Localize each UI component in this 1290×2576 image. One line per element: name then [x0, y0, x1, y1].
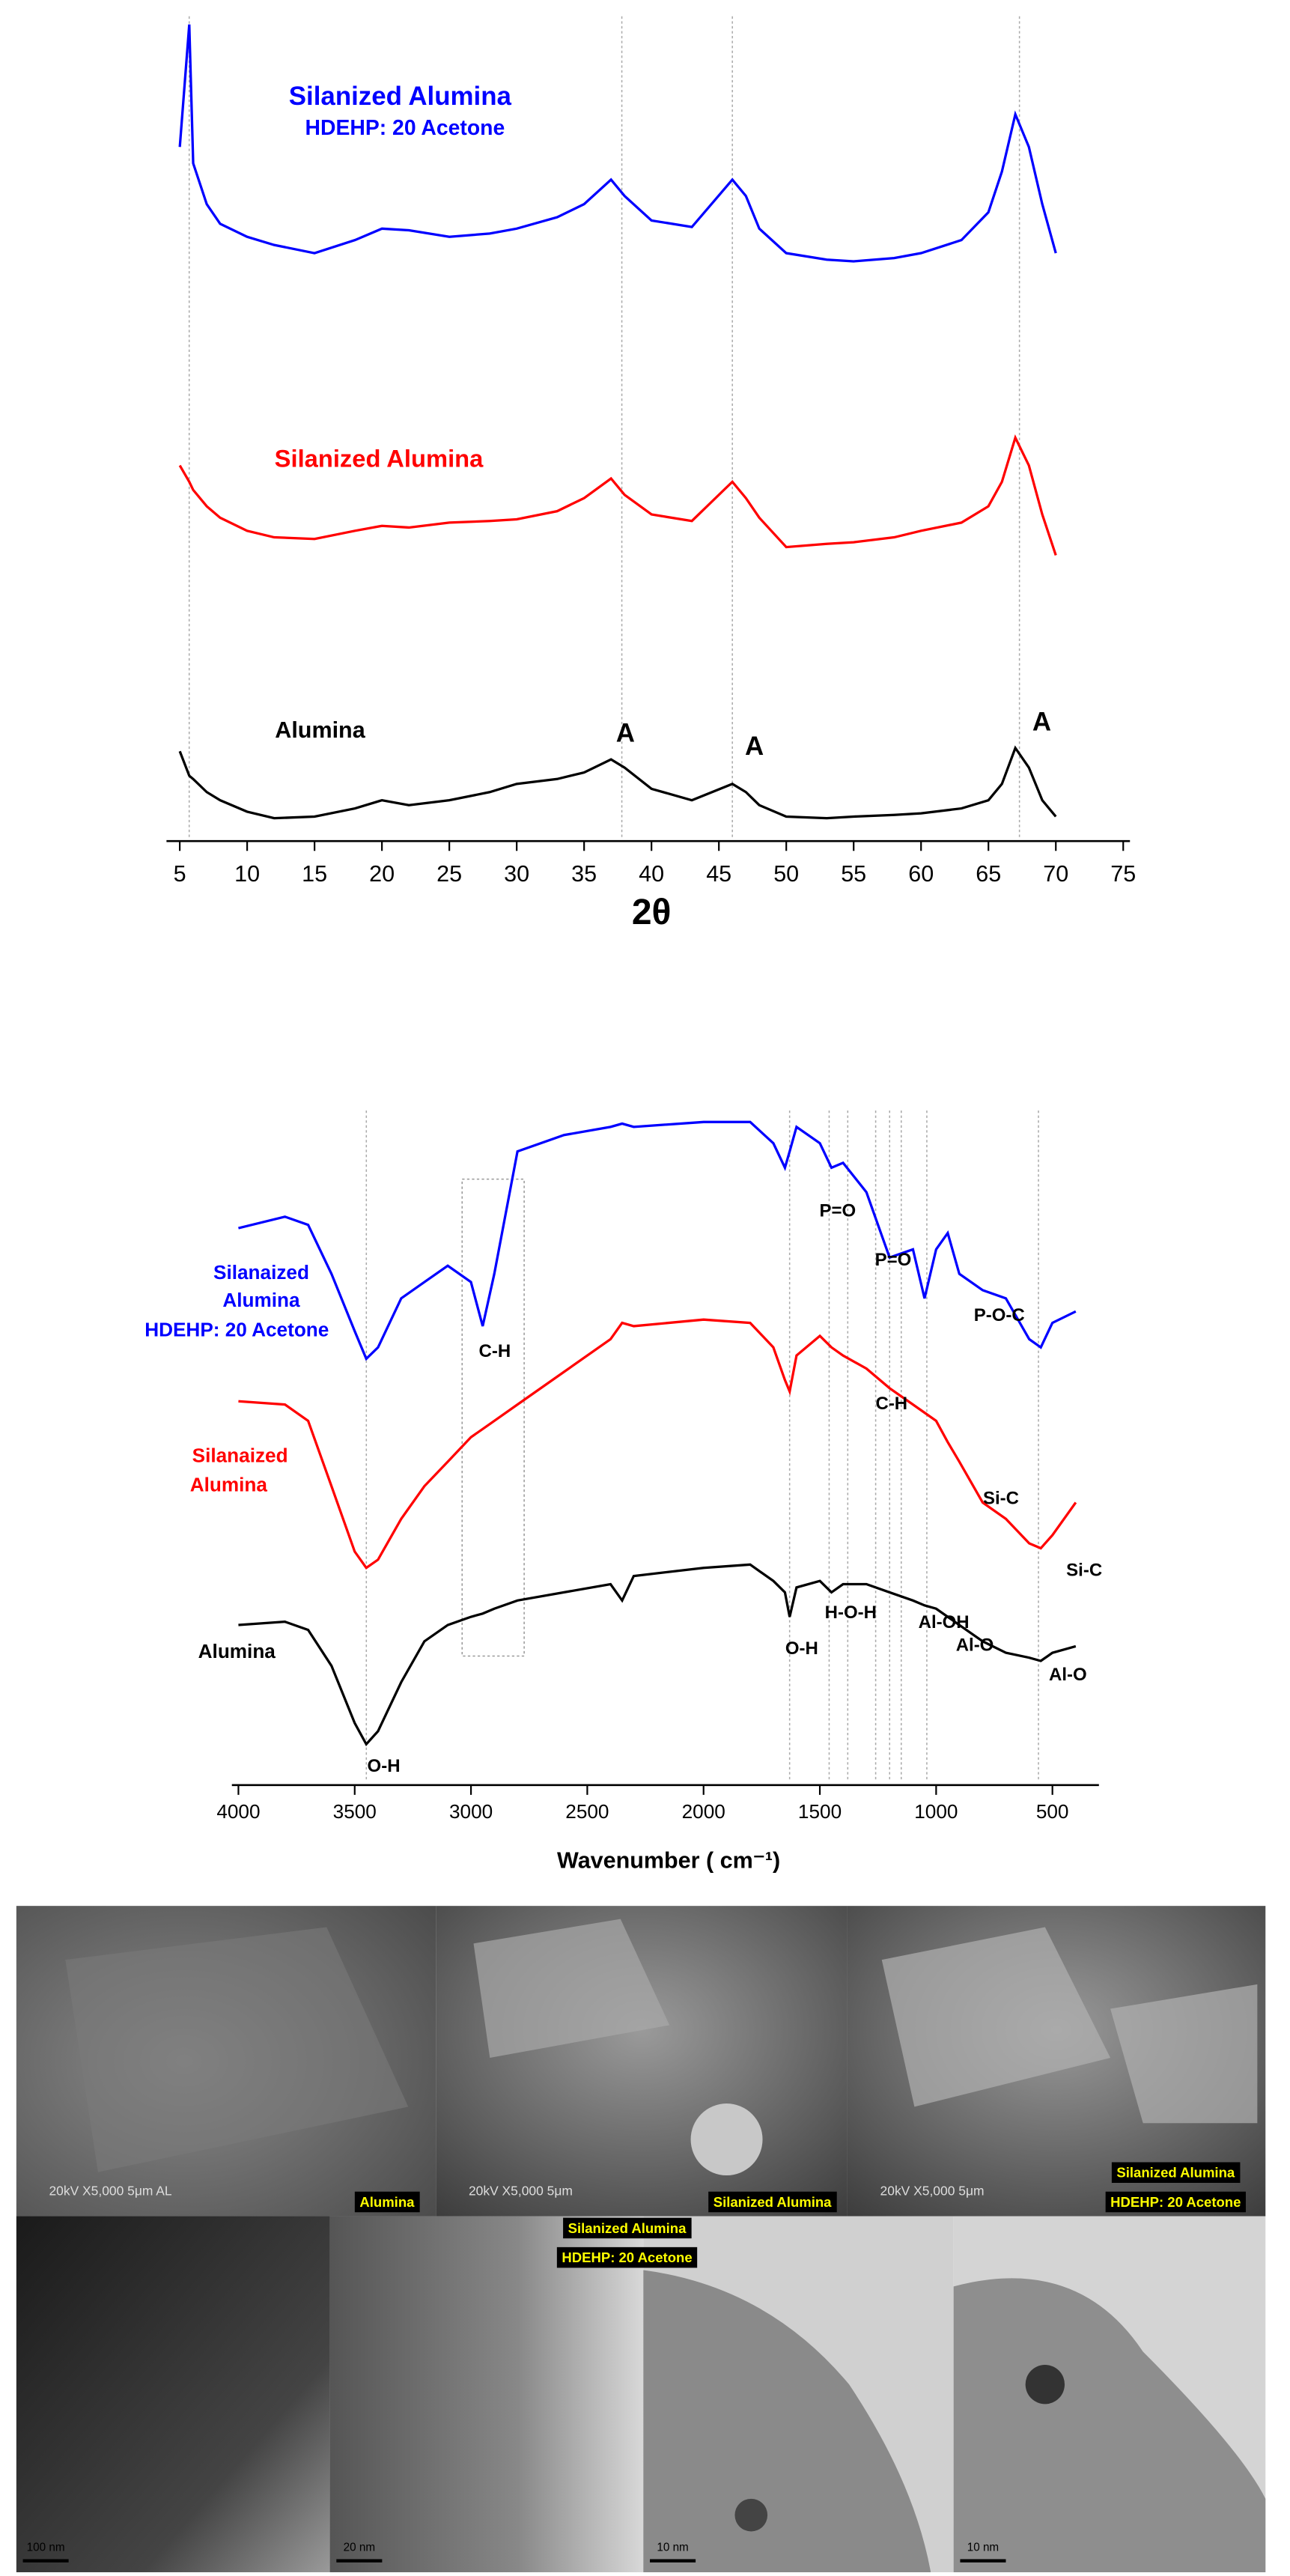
annotation: Si-C: [1066, 1560, 1102, 1580]
series-line: [238, 1318, 1077, 1570]
sem-info: 20kV X5,000 5μm: [880, 2183, 985, 2198]
tem-row: [16, 2216, 1266, 2572]
series-label: HDEHP: 20 Acetone: [305, 116, 505, 140]
highlight-box: [461, 1178, 525, 1657]
series-label: Alumina: [198, 1640, 276, 1662]
series-label: Silanaized: [192, 1444, 288, 1466]
tem-texture: [643, 2270, 931, 2572]
series-label: Alumina: [190, 1474, 268, 1496]
scale-label: 10 nm: [967, 2541, 999, 2554]
annotation: A: [745, 732, 764, 761]
annotation: H-O-H: [825, 1603, 877, 1623]
annotation: Si-C: [983, 1488, 1019, 1508]
series-line: [178, 745, 1057, 820]
x-tick-label: 30: [504, 861, 529, 887]
x-tick-label: 1500: [798, 1800, 842, 1823]
tem-texture: [734, 2498, 768, 2532]
x-tick-label: 75: [1110, 861, 1136, 887]
image-label: Silanized Alumina: [714, 2194, 832, 2210]
x-tick-label: 60: [908, 861, 934, 887]
image-label-bg: [563, 2217, 692, 2239]
annotation: P=O: [820, 1201, 857, 1221]
x-axis-label: Wavenumber ( cm⁻¹): [557, 1847, 780, 1873]
annotation: O-H: [368, 1756, 401, 1776]
image-label-bg: [1105, 2191, 1246, 2213]
image-label-bg: [354, 2191, 420, 2213]
x-tick-label: 35: [571, 861, 597, 887]
sem-info: 20kV X5,000 5μm AL: [49, 2183, 171, 2198]
x-tick-label: 3000: [449, 1800, 493, 1823]
annotation: O-H: [785, 1638, 818, 1659]
image-label-bg: [1111, 2162, 1241, 2183]
x-tick-label: 10: [234, 861, 260, 887]
scale-label: 100 nm: [27, 2541, 65, 2554]
annotation: A: [1032, 707, 1051, 736]
image-label: Alumina: [359, 2194, 415, 2210]
annotation: C-H: [479, 1341, 511, 1361]
series-label: Alumina: [222, 1289, 300, 1311]
tem-texture: [953, 2278, 1266, 2572]
sem-row: [16, 1906, 1266, 2217]
series-line: [178, 24, 1057, 263]
series-label: Silanized Alumina: [289, 82, 512, 111]
x-tick-label: 15: [302, 861, 327, 887]
x-tick-label: 25: [436, 861, 462, 887]
image-label: Silanized Alumina: [568, 2220, 687, 2236]
x-tick-label: 70: [1043, 861, 1068, 887]
x-tick-label: 2500: [565, 1800, 609, 1823]
annotation: P-O-C: [974, 1305, 1025, 1325]
sem-texture: [473, 1919, 670, 2058]
tem-image: [16, 2216, 330, 2572]
tem-texture: [1025, 2365, 1065, 2405]
series-label: Alumina: [275, 717, 365, 743]
x-tick-label: 65: [976, 861, 1001, 887]
x-tick-label: 55: [841, 861, 866, 887]
x-tick-label: 50: [773, 861, 799, 887]
x-tick-label: 5: [174, 861, 186, 887]
x-axis-label: 2θ: [632, 893, 672, 932]
series-label: Silanized Alumina: [275, 445, 484, 473]
tem-image: [329, 2216, 644, 2572]
x-tick-label: 500: [1036, 1800, 1069, 1823]
annotation: A: [616, 719, 635, 748]
image-label-bg: [708, 2191, 837, 2213]
annotation: C-H: [876, 1394, 908, 1414]
annotation: Al-OH: [919, 1612, 970, 1632]
annotation: P=O: [875, 1250, 912, 1270]
scale-label: 20 nm: [344, 2541, 375, 2554]
x-tick-label: 20: [369, 861, 395, 887]
series-label: HDEHP: 20 Acetone: [144, 1318, 329, 1340]
x-tick-label: 45: [706, 861, 731, 887]
x-tick-label: 3500: [333, 1800, 377, 1823]
sem-info: 20kV X5,000 5μm: [469, 2183, 573, 2198]
annotation: Al-O: [956, 1635, 994, 1656]
series-line: [238, 1120, 1077, 1361]
series-label: Silanaized: [213, 1261, 309, 1284]
series-line: [178, 434, 1057, 556]
sem-texture: [881, 1927, 1258, 2124]
x-tick-label: 4000: [216, 1800, 260, 1823]
series-line: [238, 1563, 1077, 1747]
x-tick-label: 40: [639, 861, 664, 887]
annotation: Al-O: [1049, 1665, 1087, 1685]
scale-label: 10 nm: [657, 2541, 688, 2554]
image-label: HDEHP: 20 Acetone: [562, 2250, 692, 2265]
x-tick-label: 2000: [682, 1800, 725, 1823]
image-label: Silanized Alumina: [1116, 2165, 1235, 2181]
image-label-bg: [556, 2247, 698, 2268]
sem-texture: [65, 1927, 409, 2172]
image-label: HDEHP: 20 Acetone: [1110, 2194, 1241, 2210]
x-tick-label: 1000: [914, 1800, 958, 1823]
sem-texture: [690, 2103, 763, 2176]
